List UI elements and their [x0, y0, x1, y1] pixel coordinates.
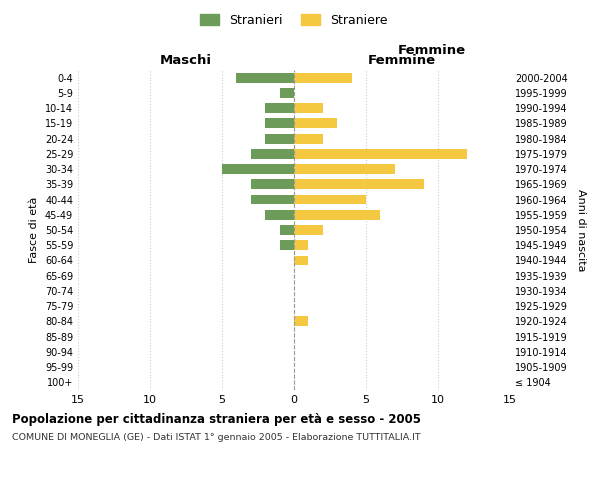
Bar [236, 72, 294, 83]
Bar [294, 194, 366, 204]
Y-axis label: Fasce di età: Fasce di età [29, 197, 39, 263]
Bar [280, 88, 294, 98]
Bar [265, 118, 294, 128]
Text: COMUNE DI MONEGLIA (GE) - Dati ISTAT 1° gennaio 2005 - Elaborazione TUTTITALIA.I: COMUNE DI MONEGLIA (GE) - Dati ISTAT 1° … [12, 432, 421, 442]
Bar [294, 72, 352, 83]
Bar [294, 210, 380, 220]
Bar [294, 134, 323, 143]
Bar [294, 225, 323, 235]
Bar [294, 103, 323, 113]
Bar [294, 149, 467, 159]
Bar [294, 256, 308, 266]
Text: Popolazione per cittadinanza straniera per età e sesso - 2005: Popolazione per cittadinanza straniera p… [12, 412, 421, 426]
Bar [294, 316, 308, 326]
Bar [294, 240, 308, 250]
Bar [294, 118, 337, 128]
Bar [222, 164, 294, 174]
Bar [294, 180, 424, 189]
Bar [251, 194, 294, 204]
Bar [251, 149, 294, 159]
Text: Femmine: Femmine [398, 44, 466, 57]
Legend: Stranieri, Straniere: Stranieri, Straniere [196, 8, 392, 32]
Bar [265, 103, 294, 113]
Bar [251, 180, 294, 189]
Bar [280, 240, 294, 250]
Y-axis label: Anni di nascita: Anni di nascita [576, 188, 586, 271]
Text: Maschi: Maschi [160, 54, 212, 68]
Text: Femmine: Femmine [368, 54, 436, 68]
Bar [294, 164, 395, 174]
Bar [280, 225, 294, 235]
Bar [265, 210, 294, 220]
Bar [265, 134, 294, 143]
